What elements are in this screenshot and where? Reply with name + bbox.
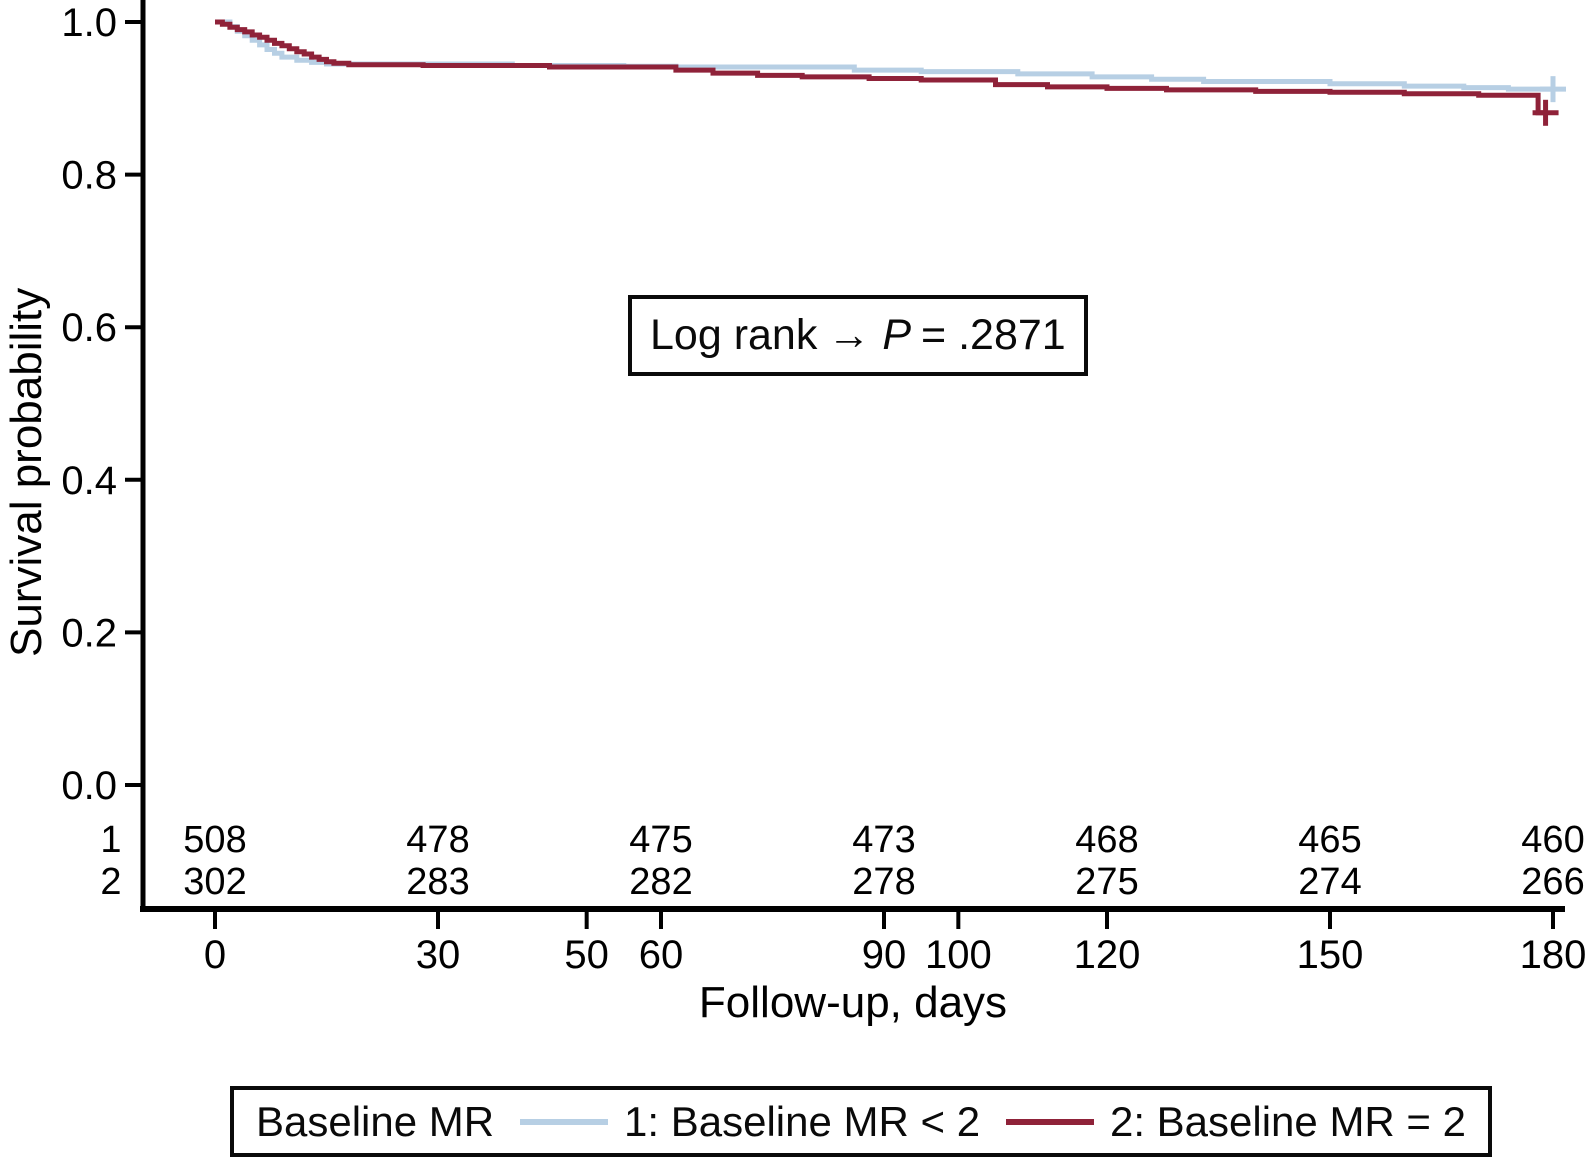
risk-count: 274 — [1298, 861, 1361, 903]
legend-title: Baseline MR — [256, 1097, 495, 1145]
risk-count: 475 — [629, 819, 692, 861]
risk-count: 473 — [852, 819, 915, 861]
x-tick-label: 90 — [862, 933, 907, 977]
risk-count: 468 — [1075, 819, 1138, 861]
p-value: = .2871 — [921, 311, 1066, 359]
x-tick-label: 60 — [639, 933, 684, 977]
risk-count: 275 — [1075, 861, 1138, 903]
x-tick-label: 180 — [1520, 933, 1587, 977]
y-tick-label: 0.0 — [61, 764, 117, 808]
legend-entry-group2: 2: Baseline MR = 2 — [1005, 1097, 1466, 1146]
risk-count: 460 — [1521, 819, 1584, 861]
x-axis-title: Follow-up, days — [698, 978, 1008, 1027]
risk-row-label: 2 — [100, 861, 121, 903]
risk-count: 465 — [1298, 819, 1361, 861]
risk-count: 278 — [852, 861, 915, 903]
risk-count: 478 — [406, 819, 469, 861]
log-rank-annotation-box: Log rank → P = .2871 — [628, 295, 1088, 376]
x-tick-label: 100 — [925, 933, 992, 977]
risk-count: 282 — [629, 861, 692, 903]
x-tick-label: 30 — [416, 933, 461, 977]
y-axis-title: Survival probability — [2, 287, 51, 657]
y-tick-label: 0.6 — [61, 306, 117, 350]
legend-entry-label: 1: Baseline MR < 2 — [624, 1097, 981, 1145]
y-tick-label: 0.4 — [61, 459, 117, 503]
log-rank-label: Log rank — [650, 311, 818, 359]
series2-line-swatch — [1005, 1118, 1094, 1125]
x-tick-label: 120 — [1074, 933, 1141, 977]
risk-count: 302 — [183, 861, 246, 903]
risk-count: 508 — [183, 819, 246, 861]
x-tick-label: 50 — [564, 933, 609, 977]
risk-count: 266 — [1521, 861, 1584, 903]
arrow-icon: → — [827, 311, 871, 359]
survival-curve-2 — [215, 19, 1546, 116]
p-symbol: P — [882, 311, 912, 359]
risk-count: 283 — [406, 861, 469, 903]
y-tick-label: 0.2 — [61, 611, 117, 655]
risk-row-label: 1 — [100, 819, 121, 861]
legend-entry-group1: 1: Baseline MR < 2 — [520, 1098, 980, 1146]
x-tick-label: 150 — [1297, 933, 1364, 977]
y-tick-label: 0.8 — [61, 154, 117, 198]
legend: Baseline MR 1: Baseline MR < 2 2: Baseli… — [230, 1086, 1492, 1157]
y-tick-label: 1.0 — [61, 1, 117, 45]
legend-entry-label: 2: Baseline MR = 2 — [1109, 1097, 1466, 1145]
x-tick-label: 0 — [204, 933, 226, 977]
series1-line-swatch — [520, 1118, 609, 1125]
